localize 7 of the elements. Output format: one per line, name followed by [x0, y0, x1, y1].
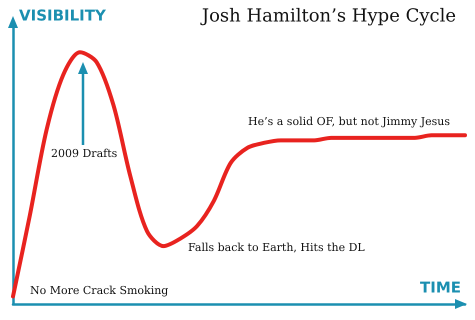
annotation: No More Crack Smoking: [30, 284, 168, 297]
y-axis-title: VISIBILITY: [19, 6, 107, 24]
annotation: He’s a solid OF, but not Jimmy Jesus: [248, 115, 450, 128]
annotation: Falls back to Earth, Hits the DL: [188, 241, 366, 254]
annotation: 2009 Drafts: [51, 147, 118, 160]
x-axis-title: TIME: [420, 278, 461, 296]
chart-title: Josh Hamilton’s Hype Cycle: [200, 6, 456, 26]
